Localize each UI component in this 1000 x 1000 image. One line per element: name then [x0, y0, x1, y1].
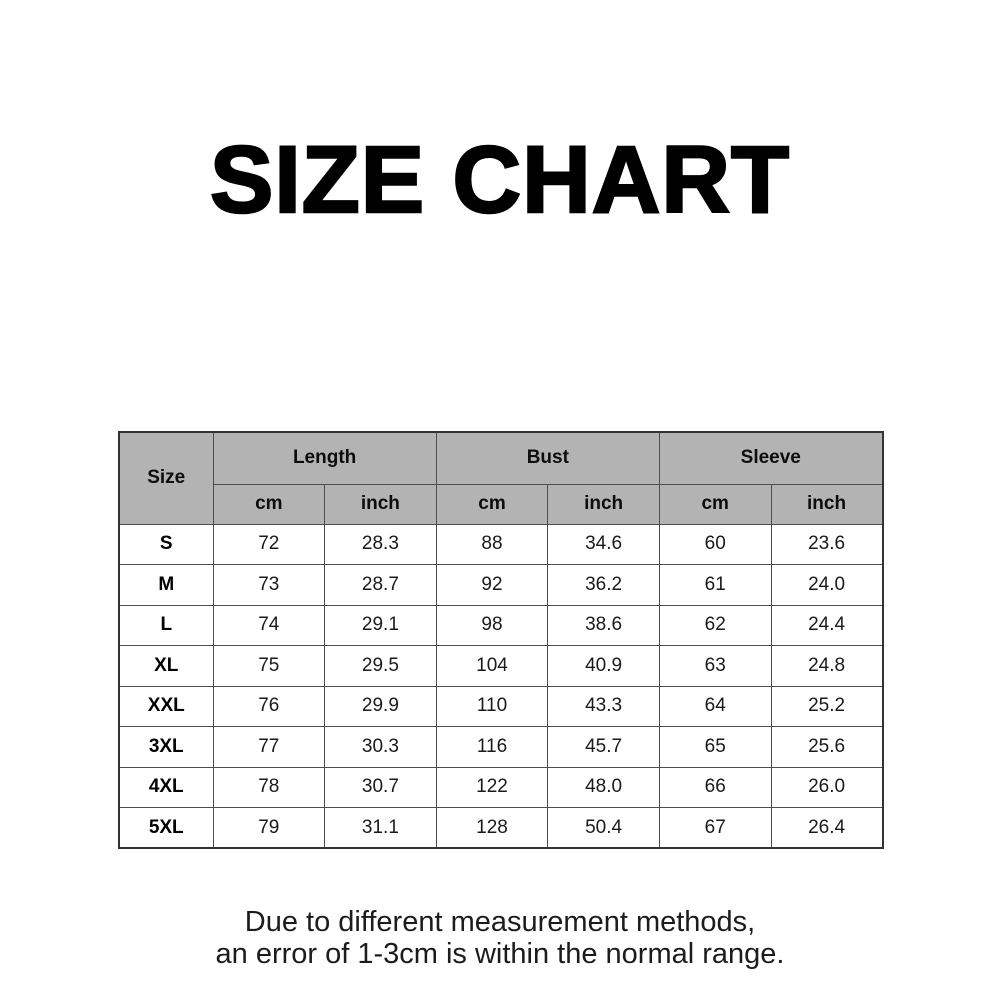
- table-row-3xl: 3XL 77 30.3 116 45.7 65 25.6: [118, 726, 884, 768]
- header-cell-length: Length: [212, 431, 437, 485]
- disclaimer-line-1: Due to different measurement methods,: [244, 906, 756, 938]
- table-cell: 36.2: [547, 564, 660, 606]
- header-cell-bust: Bust: [435, 431, 660, 485]
- disclaimer-line-2: an error of 1-3cm is within the normal r…: [215, 938, 785, 970]
- table-cell: 122: [435, 766, 549, 808]
- table-cell: 34.6: [547, 523, 660, 565]
- table-cell: 48.0: [547, 766, 660, 808]
- table-cell: 28.3: [324, 523, 437, 565]
- header-cell-bust-cm: cm: [435, 483, 549, 525]
- table-cell: 64: [658, 685, 772, 727]
- table-cell: 79: [212, 807, 326, 849]
- table-cell: 30.7: [324, 766, 437, 808]
- table-cell: 104: [435, 645, 549, 687]
- header-cell-bust-inch: inch: [547, 483, 660, 525]
- table-cell: 77: [212, 726, 326, 768]
- table-cell: 116: [435, 726, 549, 768]
- table-cell: 43.3: [547, 685, 660, 727]
- table-cell: 31.1: [324, 807, 437, 849]
- header-cell-length-inch: inch: [324, 483, 437, 525]
- table-cell: 50.4: [547, 807, 660, 849]
- table-cell: 24.4: [770, 604, 884, 646]
- table-cell: 29.1: [324, 604, 437, 646]
- table-header-row-units: cm inch cm inch cm inch: [119, 483, 884, 525]
- table-cell: 92: [435, 564, 549, 606]
- table-cell: 61: [658, 564, 772, 606]
- size-label: 4XL: [118, 766, 214, 808]
- table-cell: 128: [435, 807, 549, 849]
- table-cell: 98: [435, 604, 549, 646]
- table-cell: 23.6: [770, 523, 884, 565]
- table-cell: 24.0: [770, 564, 884, 606]
- header-cell-sleeve: Sleeve: [658, 431, 884, 485]
- size-label: XXL: [118, 685, 214, 727]
- table-cell: 63: [658, 645, 772, 687]
- table-cell: 74: [212, 604, 326, 646]
- table-cell: 26.4: [770, 807, 884, 849]
- size-label: L: [118, 604, 214, 646]
- table-row-xxl: XXL 76 29.9 110 43.3 64 25.2: [118, 685, 884, 727]
- table-cell: 78: [212, 766, 326, 808]
- table-cell: 25.2: [770, 685, 884, 727]
- size-label: XL: [118, 645, 214, 687]
- table-row-m: M 73 28.7 92 36.2 61 24.0: [118, 564, 884, 606]
- table-cell: 40.9: [547, 645, 660, 687]
- header-cell-length-cm: cm: [212, 483, 326, 525]
- table-cell: 75: [212, 645, 326, 687]
- size-label: 5XL: [118, 807, 214, 849]
- table-cell: 28.7: [324, 564, 437, 606]
- table-cell: 76: [212, 685, 326, 727]
- table-row-l: L 74 29.1 98 38.6 62 24.4: [118, 604, 884, 646]
- table-cell: 45.7: [547, 726, 660, 768]
- table-cell: 25.6: [770, 726, 884, 768]
- table-header-row-groups: Size Length Bust Sleeve: [118, 431, 884, 525]
- table-cell: 73: [212, 564, 326, 606]
- size-label: M: [118, 564, 214, 606]
- table-row-5xl: 5XL 79 31.1 128 50.4 67 26.4: [118, 807, 884, 849]
- table-cell: 26.0: [770, 766, 884, 808]
- table-cell: 88: [435, 523, 549, 565]
- table-row-s: S 72 28.3 88 34.6 60 23.6: [118, 523, 884, 565]
- table-cell: 66: [658, 766, 772, 808]
- table-cell: 30.3: [324, 726, 437, 768]
- table-cell: 29.5: [324, 645, 437, 687]
- table-cell: 72: [212, 523, 326, 565]
- table-cell: 60: [658, 523, 772, 565]
- table-cell: 110: [435, 685, 549, 727]
- size-chart-table: Size Length Bust Sleeve cm inch cm inch …: [118, 431, 884, 849]
- measurement-disclaimer: Due to different measurement methods, an…: [0, 906, 1000, 970]
- table-cell: 62: [658, 604, 772, 646]
- table-cell: 38.6: [547, 604, 660, 646]
- table-cell: 29.9: [324, 685, 437, 727]
- table-cell: 65: [658, 726, 772, 768]
- header-cell-sleeve-cm: cm: [658, 483, 772, 525]
- page-title: SIZE CHART: [209, 127, 791, 233]
- size-label: S: [118, 523, 214, 565]
- header-cell-size: Size: [118, 431, 214, 525]
- table-cell: 67: [658, 807, 772, 849]
- table-row-4xl: 4XL 78 30.7 122 48.0 66 26.0: [118, 766, 884, 808]
- table-row-xl: XL 75 29.5 104 40.9 63 24.8: [118, 645, 884, 687]
- table-cell: 24.8: [770, 645, 884, 687]
- size-label: 3XL: [118, 726, 214, 768]
- header-cell-sleeve-inch: inch: [770, 483, 884, 525]
